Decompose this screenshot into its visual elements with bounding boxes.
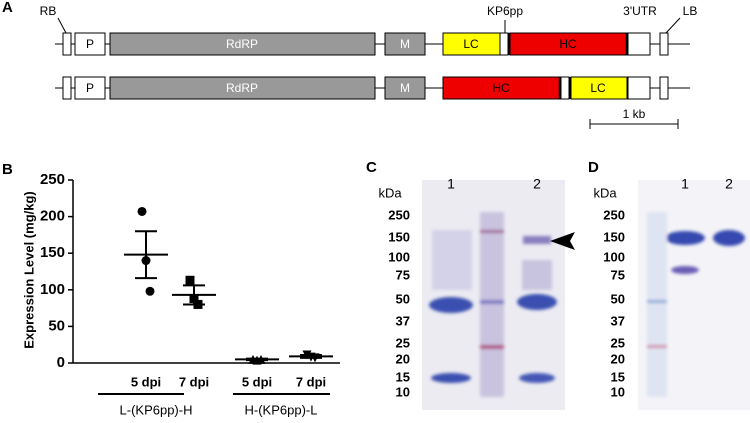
construct-1 (55, 17, 690, 56)
point (137, 206, 147, 216)
ladder-label: 15 (396, 369, 410, 384)
lb-label: LB (683, 4, 698, 18)
y-tick-label: 0 (57, 354, 65, 371)
lane-label: 2 (533, 176, 541, 192)
panel-label: C (366, 159, 377, 176)
x-tick-label: 7 dpi (179, 374, 209, 389)
group-label: L-(KP6pp)-H (120, 402, 193, 417)
ladder-label: 10 (396, 384, 410, 399)
x-tick-label: 5 dpi (131, 374, 161, 389)
ladder-label: 75 (396, 267, 410, 282)
lane-label: 1 (681, 176, 689, 192)
point (145, 286, 155, 296)
ladder-label: 75 (611, 267, 625, 282)
y-tick-label: 100 (40, 281, 65, 298)
dot-plot: 0 50 100 150 200 250 5 dpi 7 dpi 5 dpi 7 dpi L-(KP… (40, 171, 340, 417)
error-bar (135, 230, 157, 280)
ladder-label: 25 (611, 335, 625, 350)
ladder-label: 15 (611, 369, 625, 384)
panel-label: B (2, 161, 13, 178)
y-tick-label: 200 (40, 208, 65, 225)
x-tick-label: 7 dpi (296, 374, 326, 389)
m-label: M (400, 37, 410, 51)
ladder-label: 100 (388, 249, 410, 264)
lc-label: LC (590, 81, 606, 95)
ladder-label: 37 (611, 313, 625, 328)
rb-label: RB (40, 4, 57, 18)
lane-label: 2 (725, 176, 733, 192)
gel-bands (429, 212, 557, 397)
ladder-label: 150 (603, 229, 625, 244)
rdrp-label: RdRP (226, 37, 258, 51)
arrow (550, 232, 575, 250)
unit-label: kDa (378, 185, 402, 200)
gel-bands (647, 212, 745, 397)
y-axis-title: Expression Level (mg/kg) (21, 191, 36, 349)
error-bar (246, 357, 268, 362)
m-label: M (400, 81, 410, 95)
ladder-label: 20 (396, 351, 410, 366)
x-tick-label: 5 dpi (242, 374, 272, 389)
ladder-label: 50 (611, 291, 625, 306)
error-bar (183, 284, 205, 306)
y-tick-label: 50 (48, 317, 65, 334)
panel-label: A (2, 0, 13, 16)
panel-label: D (588, 159, 599, 176)
ladder-label: 20 (611, 351, 625, 366)
kp6pp-label: KP6pp (487, 4, 523, 18)
utr-label: 3'UTR (623, 4, 657, 18)
ladder-label: 250 (388, 207, 410, 222)
point (185, 275, 195, 285)
ladder-label: 50 (396, 291, 410, 306)
lane-label: 1 (447, 176, 455, 192)
construct-2 (55, 76, 690, 100)
p-label: P (86, 37, 94, 51)
rdrp-label: RdRP (226, 81, 258, 95)
ladder-label: 37 (396, 313, 410, 328)
lc-label: LC (463, 37, 479, 51)
hc-label: HC (492, 81, 510, 95)
ladder-label: 100 (603, 249, 625, 264)
error-bar (300, 353, 322, 359)
ladder-label: 250 (603, 207, 625, 222)
scale-bar (589, 119, 679, 129)
hc-label: HC (559, 37, 577, 51)
y-tick-label: 150 (40, 244, 65, 261)
p-label: P (86, 81, 94, 95)
scale-label: 1 kb (623, 107, 646, 121)
y-tick-label: 250 (40, 171, 65, 188)
ladder-label: 10 (611, 384, 625, 399)
ladder-label: 25 (396, 335, 410, 350)
group-label: H-(KP6pp)-L (245, 402, 318, 417)
unit-label: kDa (593, 185, 617, 200)
ladder-label: 150 (388, 229, 410, 244)
